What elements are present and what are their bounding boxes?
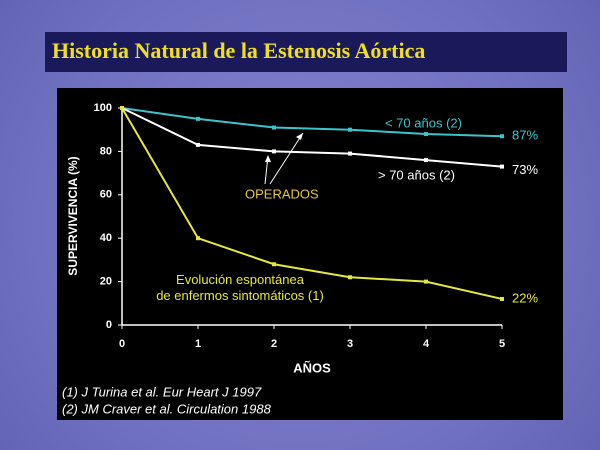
point: [348, 151, 352, 156]
point: [500, 296, 504, 301]
y-tick-label: 0: [106, 319, 112, 331]
x-axis-label: AÑOS: [293, 360, 331, 375]
arrow: [269, 132, 304, 185]
point: [196, 236, 200, 241]
y-tick-label: 40: [100, 232, 112, 244]
y-tick-label: 20: [100, 276, 112, 288]
point: [120, 106, 124, 110]
series-label: < 70 años (2): [385, 115, 462, 130]
point: [272, 262, 276, 267]
annotation: OPERADOS: [245, 186, 319, 201]
value-label: 22%: [512, 290, 538, 305]
x-tick-label: 4: [423, 338, 430, 350]
y-tick-label: 80: [100, 145, 112, 157]
series-line: [121, 107, 503, 300]
point: [348, 127, 352, 132]
x-tick-label: 3: [347, 338, 353, 350]
point: [272, 125, 276, 130]
point: [196, 142, 200, 147]
point: [348, 275, 352, 280]
x-tick-label: 5: [499, 338, 505, 350]
title-box: [45, 32, 567, 72]
point: [424, 279, 428, 284]
value-label: 87%: [512, 128, 538, 143]
y-tick-label: 100: [94, 102, 112, 114]
arrow-head: [296, 133, 303, 140]
point: [500, 134, 504, 139]
y-tick-label: 60: [100, 189, 112, 201]
series-label: > 70 años (2): [378, 167, 455, 182]
reference: (2) JM Craver et al. Circulation 1988: [62, 401, 272, 416]
point: [272, 149, 276, 154]
point: [196, 116, 200, 121]
arrow-head: [265, 155, 271, 162]
series-line: [121, 107, 503, 168]
x-tick-label: 0: [119, 338, 125, 350]
x-tick-label: 2: [271, 338, 277, 350]
slide-title: Historia Natural de la Estenosis Aórtica: [52, 38, 425, 63]
point: [424, 158, 428, 163]
x-tick-label: 1: [195, 338, 201, 350]
reference: (1) J Turina et al. Eur Heart J 1997: [62, 384, 262, 399]
chart-panel: [57, 88, 563, 420]
point: [424, 132, 428, 137]
point: [500, 164, 504, 169]
value-label: 73%: [512, 162, 538, 177]
y-axis-label: SUPERVIVENCIA (%): [66, 156, 80, 275]
series-line: [121, 107, 503, 138]
series-label: Evolución espontánea de enfermos sintomá…: [156, 272, 324, 303]
